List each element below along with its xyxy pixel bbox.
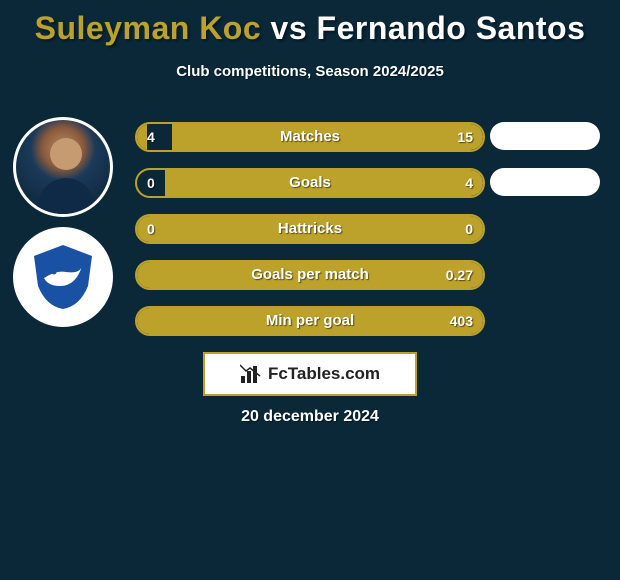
date-label: 20 december 2024 (0, 408, 620, 426)
player1-name: Suleyman Koc (35, 10, 262, 46)
stat-label: Goals (137, 170, 483, 196)
stat-value-left: 0 (147, 170, 155, 196)
stats-list: Matches415Goals04Hattricks00Goals per ma… (135, 122, 485, 352)
avatar-column (8, 112, 118, 337)
stat-label: Matches (137, 124, 483, 150)
stat-row: Matches4 15 (135, 122, 485, 152)
stat-value-right: 403 (450, 308, 473, 334)
stat-value-right: 0.27 (446, 262, 473, 288)
club-avatar (13, 227, 113, 327)
stat-label: Min per goal (137, 308, 483, 334)
player-avatar (13, 117, 113, 217)
player2-name: Fernando Santos (317, 10, 586, 46)
stat-value-left: 4 (147, 124, 155, 150)
brand-label: FcTables.com (268, 364, 380, 384)
stat-row: Min per goal403 (135, 306, 485, 336)
stat-row: Hattricks0 0 (135, 214, 485, 244)
side-pill (490, 122, 600, 150)
bar-chart-icon (240, 364, 262, 384)
stat-value-right: 15 (457, 124, 473, 150)
player-silhouette-icon (16, 120, 113, 217)
stat-row: Goals per match0.27 (135, 260, 485, 290)
stat-value-left: 0 (147, 216, 155, 242)
vs-label: vs (271, 10, 308, 46)
side-pill-column (490, 122, 600, 214)
stat-value-right: 0 (465, 216, 473, 242)
stat-label: Hattricks (137, 216, 483, 242)
stat-value-right: 4 (465, 170, 473, 196)
brand-box[interactable]: FcTables.com (203, 352, 417, 396)
club-badge-icon (28, 242, 98, 312)
stat-row: Goals0 4 (135, 168, 485, 198)
side-pill (490, 168, 600, 196)
subtitle: Club competitions, Season 2024/2025 (0, 63, 620, 80)
page-title: Suleyman Koc vs Fernando Santos (0, 0, 620, 47)
stat-label: Goals per match (137, 262, 483, 288)
